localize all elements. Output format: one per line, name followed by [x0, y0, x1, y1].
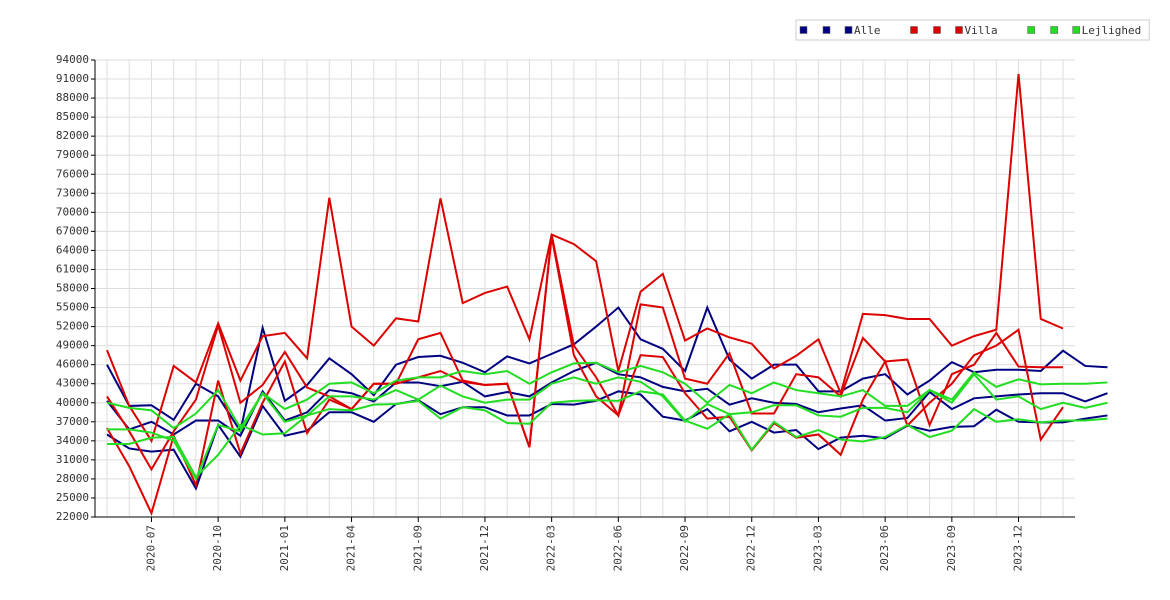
x-tick-label: 2021-12	[478, 525, 491, 571]
x-tick-label: 2023-06	[878, 525, 891, 571]
x-tick-label: 2022-03	[545, 525, 558, 571]
series-line	[106, 73, 1064, 444]
y-tick-label: 88000	[56, 91, 89, 104]
legend-swatch	[844, 26, 853, 34]
y-tick-label: 49000	[56, 339, 89, 352]
legend: Alle Villa Lejlighed	[795, 19, 1150, 41]
x-tick-label: 2022-09	[678, 525, 691, 571]
y-tick-label: 64000	[56, 243, 89, 256]
y-tick-label: 43000	[56, 377, 89, 390]
y-tick-label: 82000	[56, 129, 89, 142]
y-tick-label: 28000	[56, 472, 89, 485]
x-tick-label: 2020-07	[144, 525, 157, 571]
x-tick-label: 2022-12	[745, 525, 758, 571]
y-tick-label: 37000	[56, 415, 89, 428]
y-tick-label: 31000	[56, 453, 89, 466]
x-tick-label: 2021-09	[411, 525, 424, 571]
y-tick-label: 40000	[56, 396, 89, 409]
legend-swatch	[1027, 26, 1035, 34]
y-tick-label: 94000	[56, 53, 89, 66]
y-tick-label: 25000	[56, 491, 89, 504]
y-tick-label: 58000	[56, 282, 89, 295]
y-tick-label: 22000	[56, 510, 89, 523]
legend-box	[795, 19, 1150, 41]
legend-swatch	[822, 26, 831, 34]
y-tick-label: 52000	[56, 320, 89, 333]
series-line	[106, 234, 1063, 472]
series-line	[107, 372, 1108, 482]
series-line	[106, 361, 1108, 431]
x-tick-label: 2021-01	[278, 525, 291, 571]
legend-swatch	[1072, 26, 1080, 34]
y-tick-label: 46000	[56, 358, 89, 371]
legend-swatch	[799, 26, 808, 34]
y-tick-label: 73000	[56, 186, 89, 199]
x-tick-label: 2023-09	[945, 525, 958, 571]
y-tick-label: 91000	[56, 72, 89, 85]
y-tick-label: 55000	[56, 301, 89, 314]
y-tick-label: 85000	[56, 110, 89, 123]
y-tick-label: 67000	[56, 224, 89, 237]
x-tick-label: 2023-03	[811, 525, 824, 571]
x-tick-label: 2020-10	[211, 525, 224, 571]
legend-label: Lejlighed	[1082, 24, 1142, 37]
legend-swatch	[955, 26, 963, 34]
y-tick-label: 79000	[56, 148, 89, 161]
y-tick-label: 61000	[56, 262, 89, 275]
legend-label: Villa	[965, 24, 998, 37]
y-tick-label: 34000	[56, 434, 89, 447]
series-line	[107, 390, 1108, 479]
x-tick-label: 2023-12	[1012, 525, 1025, 571]
y-tick-label: 70000	[56, 205, 89, 218]
legend-label: Alle	[854, 24, 881, 37]
x-tick-label: 2021-04	[345, 525, 358, 572]
y-tick-label: 76000	[56, 167, 89, 180]
legend-swatch	[910, 26, 918, 34]
legend-swatch	[933, 26, 941, 34]
legend-swatch	[1050, 26, 1058, 34]
x-tick-label: 2022-06	[611, 525, 624, 571]
